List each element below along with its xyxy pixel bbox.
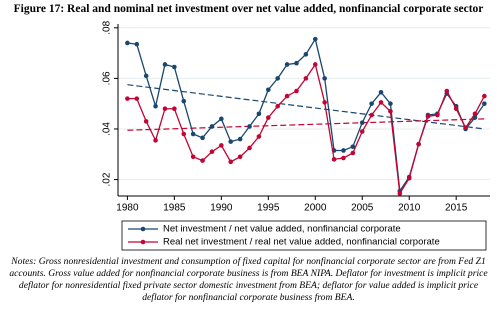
data-point bbox=[435, 112, 440, 118]
data-point bbox=[350, 150, 356, 156]
data-point bbox=[444, 88, 450, 94]
data-point bbox=[190, 131, 196, 137]
y-tick-label: .02 bbox=[102, 172, 113, 186]
data-point bbox=[294, 88, 299, 94]
data-point bbox=[350, 144, 356, 149]
legend-marker bbox=[140, 226, 146, 232]
data-point bbox=[341, 155, 346, 161]
data-point bbox=[472, 111, 478, 117]
data-point bbox=[463, 125, 468, 131]
data-point bbox=[406, 175, 412, 181]
data-point bbox=[237, 136, 243, 142]
x-tick-label: 2005 bbox=[351, 203, 374, 214]
x-tick-label: 1980 bbox=[116, 203, 139, 214]
data-point bbox=[359, 120, 365, 125]
data-point bbox=[369, 112, 374, 118]
data-point bbox=[219, 116, 224, 122]
x-tick-label: 1995 bbox=[257, 203, 280, 214]
data-point bbox=[378, 100, 384, 105]
data-point bbox=[125, 96, 130, 101]
data-point bbox=[284, 93, 290, 99]
x-tick-label: 1985 bbox=[163, 203, 186, 214]
chart: .02 .04 .06 .08 1980 1985 1990 1995 2000 2005 2010… bbox=[102, 20, 490, 251]
chart-title: Figure 17: Real and nominal net investme… bbox=[13, 3, 484, 15]
data-point bbox=[162, 106, 168, 112]
data-point bbox=[341, 148, 346, 153]
data-point bbox=[322, 100, 327, 105]
data-point bbox=[482, 93, 487, 99]
data-point bbox=[209, 149, 215, 155]
data-point bbox=[322, 76, 327, 81]
data-point bbox=[153, 138, 158, 143]
data-point bbox=[284, 62, 290, 67]
data-point bbox=[172, 106, 177, 112]
data-point bbox=[143, 73, 149, 79]
x-tick-label: 2015 bbox=[445, 203, 468, 214]
data-point bbox=[378, 89, 384, 95]
data-point bbox=[134, 96, 140, 101]
data-point bbox=[331, 157, 337, 162]
data-point bbox=[125, 40, 130, 46]
notes: Notes: Gross nonresidential investment a… bbox=[9, 256, 488, 303]
data-point bbox=[143, 119, 149, 124]
data-point bbox=[172, 64, 177, 70]
trend-line bbox=[127, 84, 485, 130]
data-point bbox=[388, 101, 393, 106]
y-tick-label: .08 bbox=[102, 20, 113, 34]
data-point bbox=[312, 62, 318, 67]
data-point bbox=[181, 131, 187, 137]
data-point bbox=[200, 135, 205, 141]
data-point bbox=[162, 62, 168, 67]
legend-label: Net investment / net value added, nonfin… bbox=[163, 224, 401, 235]
legend-label: Real net investment / real net value add… bbox=[163, 237, 440, 248]
y-tick-label: .04 bbox=[102, 122, 113, 136]
data-point bbox=[369, 101, 374, 106]
data-point bbox=[303, 76, 309, 81]
x-tick-label: 2000 bbox=[304, 203, 327, 214]
data-point bbox=[275, 103, 280, 109]
data-point bbox=[237, 154, 243, 160]
data-point bbox=[416, 141, 421, 147]
data-point bbox=[312, 36, 318, 42]
data-point bbox=[200, 158, 205, 163]
data-point bbox=[425, 114, 431, 119]
data-point bbox=[219, 143, 224, 148]
data-point bbox=[247, 145, 252, 151]
legend: Net investment / net value added, nonfin… bbox=[121, 220, 487, 251]
data-point bbox=[256, 134, 262, 139]
data-point bbox=[388, 108, 393, 114]
x-tick-label: 2010 bbox=[398, 203, 421, 214]
data-point bbox=[181, 98, 187, 104]
data-point bbox=[294, 60, 299, 66]
data-point bbox=[228, 159, 234, 165]
data-point bbox=[275, 76, 280, 81]
data-point bbox=[303, 52, 309, 57]
data-point bbox=[153, 103, 158, 109]
data-point bbox=[228, 139, 234, 144]
trend-line bbox=[127, 118, 485, 131]
legend-box bbox=[121, 220, 487, 251]
y-tick-label: .06 bbox=[102, 71, 113, 85]
data-point bbox=[266, 87, 271, 93]
data-point bbox=[209, 124, 215, 129]
data-point bbox=[359, 129, 365, 134]
data-point bbox=[266, 115, 271, 120]
data-point bbox=[134, 41, 140, 47]
data-point bbox=[247, 124, 252, 129]
x-tick-label: 1990 bbox=[210, 203, 233, 214]
data-point bbox=[397, 191, 403, 196]
legend-marker bbox=[140, 239, 146, 245]
data-point bbox=[190, 154, 196, 160]
series-line bbox=[127, 37, 485, 193]
data-point bbox=[453, 106, 459, 112]
data-point bbox=[256, 111, 262, 117]
data-point bbox=[482, 101, 487, 106]
